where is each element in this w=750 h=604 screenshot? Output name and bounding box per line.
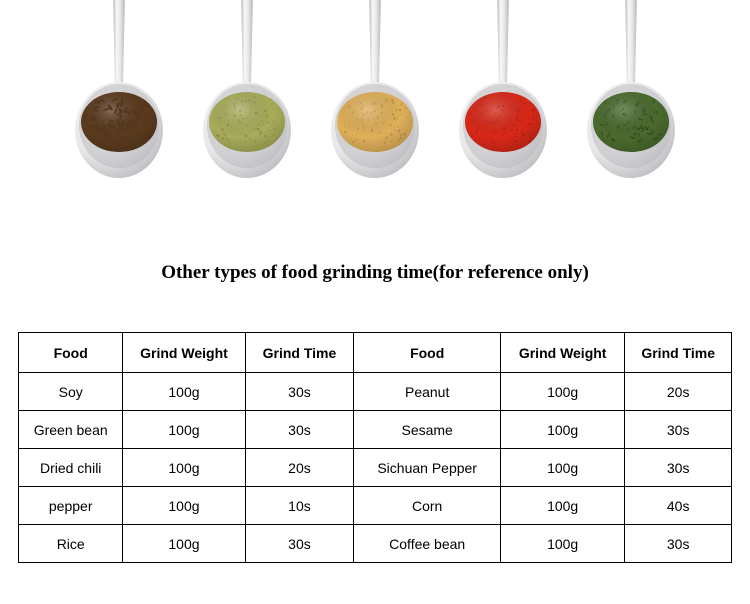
table-row: pepper100g10sCorn100g40s — [19, 487, 732, 525]
table-cell: Sesame — [354, 411, 501, 449]
table-cell: 100g — [500, 487, 624, 525]
table-cell: 30s — [625, 525, 732, 563]
table-cell: Soy — [19, 373, 123, 411]
spoon-svg-2 — [197, 0, 297, 190]
col-header-food-2: Food — [354, 333, 501, 373]
table-cell: Rice — [19, 525, 123, 563]
table-cell: 40s — [625, 487, 732, 525]
table-cell: 10s — [245, 487, 354, 525]
spoon-3 — [325, 0, 425, 190]
table-cell: 100g — [123, 411, 245, 449]
table-cell: Sichuan Pepper — [354, 449, 501, 487]
table-cell: 100g — [500, 373, 624, 411]
grinding-time-table: Food Grind Weight Grind Time Food Grind … — [18, 332, 732, 563]
table-cell: 30s — [245, 411, 354, 449]
table-cell: Corn — [354, 487, 501, 525]
table-cell: 30s — [245, 373, 354, 411]
table-cell: Peanut — [354, 373, 501, 411]
table-row: Green bean100g30sSesame100g30s — [19, 411, 732, 449]
table-header-row: Food Grind Weight Grind Time Food Grind … — [19, 333, 732, 373]
spoons-illustration — [0, 0, 750, 200]
spoon-2 — [197, 0, 297, 190]
table-cell: pepper — [19, 487, 123, 525]
spoon-svg-5 — [581, 0, 681, 190]
spoon-1 — [69, 0, 169, 190]
spoon-4 — [453, 0, 553, 190]
table-cell: Coffee bean — [354, 525, 501, 563]
spoon-5 — [581, 0, 681, 190]
table-cell: 30s — [625, 449, 732, 487]
table-cell: 100g — [500, 525, 624, 563]
table-cell: Green bean — [19, 411, 123, 449]
table-cell: Dried chili — [19, 449, 123, 487]
spoon-svg-4 — [453, 0, 553, 190]
table-cell: 100g — [123, 487, 245, 525]
table-cell: 100g — [123, 373, 245, 411]
table-cell: 30s — [625, 411, 732, 449]
col-header-time-1: Grind Time — [245, 333, 354, 373]
table-row: Soy100g30sPeanut100g20s — [19, 373, 732, 411]
spoon-svg-1 — [69, 0, 169, 190]
table-cell: 100g — [500, 449, 624, 487]
table-cell: 30s — [245, 525, 354, 563]
page-title: Other types of food grinding time(for re… — [0, 262, 750, 284]
spoon-svg-3 — [325, 0, 425, 190]
table-cell: 20s — [625, 373, 732, 411]
col-header-time-2: Grind Time — [625, 333, 732, 373]
table-cell: 100g — [500, 411, 624, 449]
table-cell: 100g — [123, 449, 245, 487]
col-header-weight-2: Grind Weight — [500, 333, 624, 373]
col-header-food-1: Food — [19, 333, 123, 373]
table-cell: 100g — [123, 525, 245, 563]
table-cell: 20s — [245, 449, 354, 487]
table-row: Rice100g30sCoffee bean100g30s — [19, 525, 732, 563]
table-row: Dried chili100g20sSichuan Pepper100g30s — [19, 449, 732, 487]
col-header-weight-1: Grind Weight — [123, 333, 245, 373]
